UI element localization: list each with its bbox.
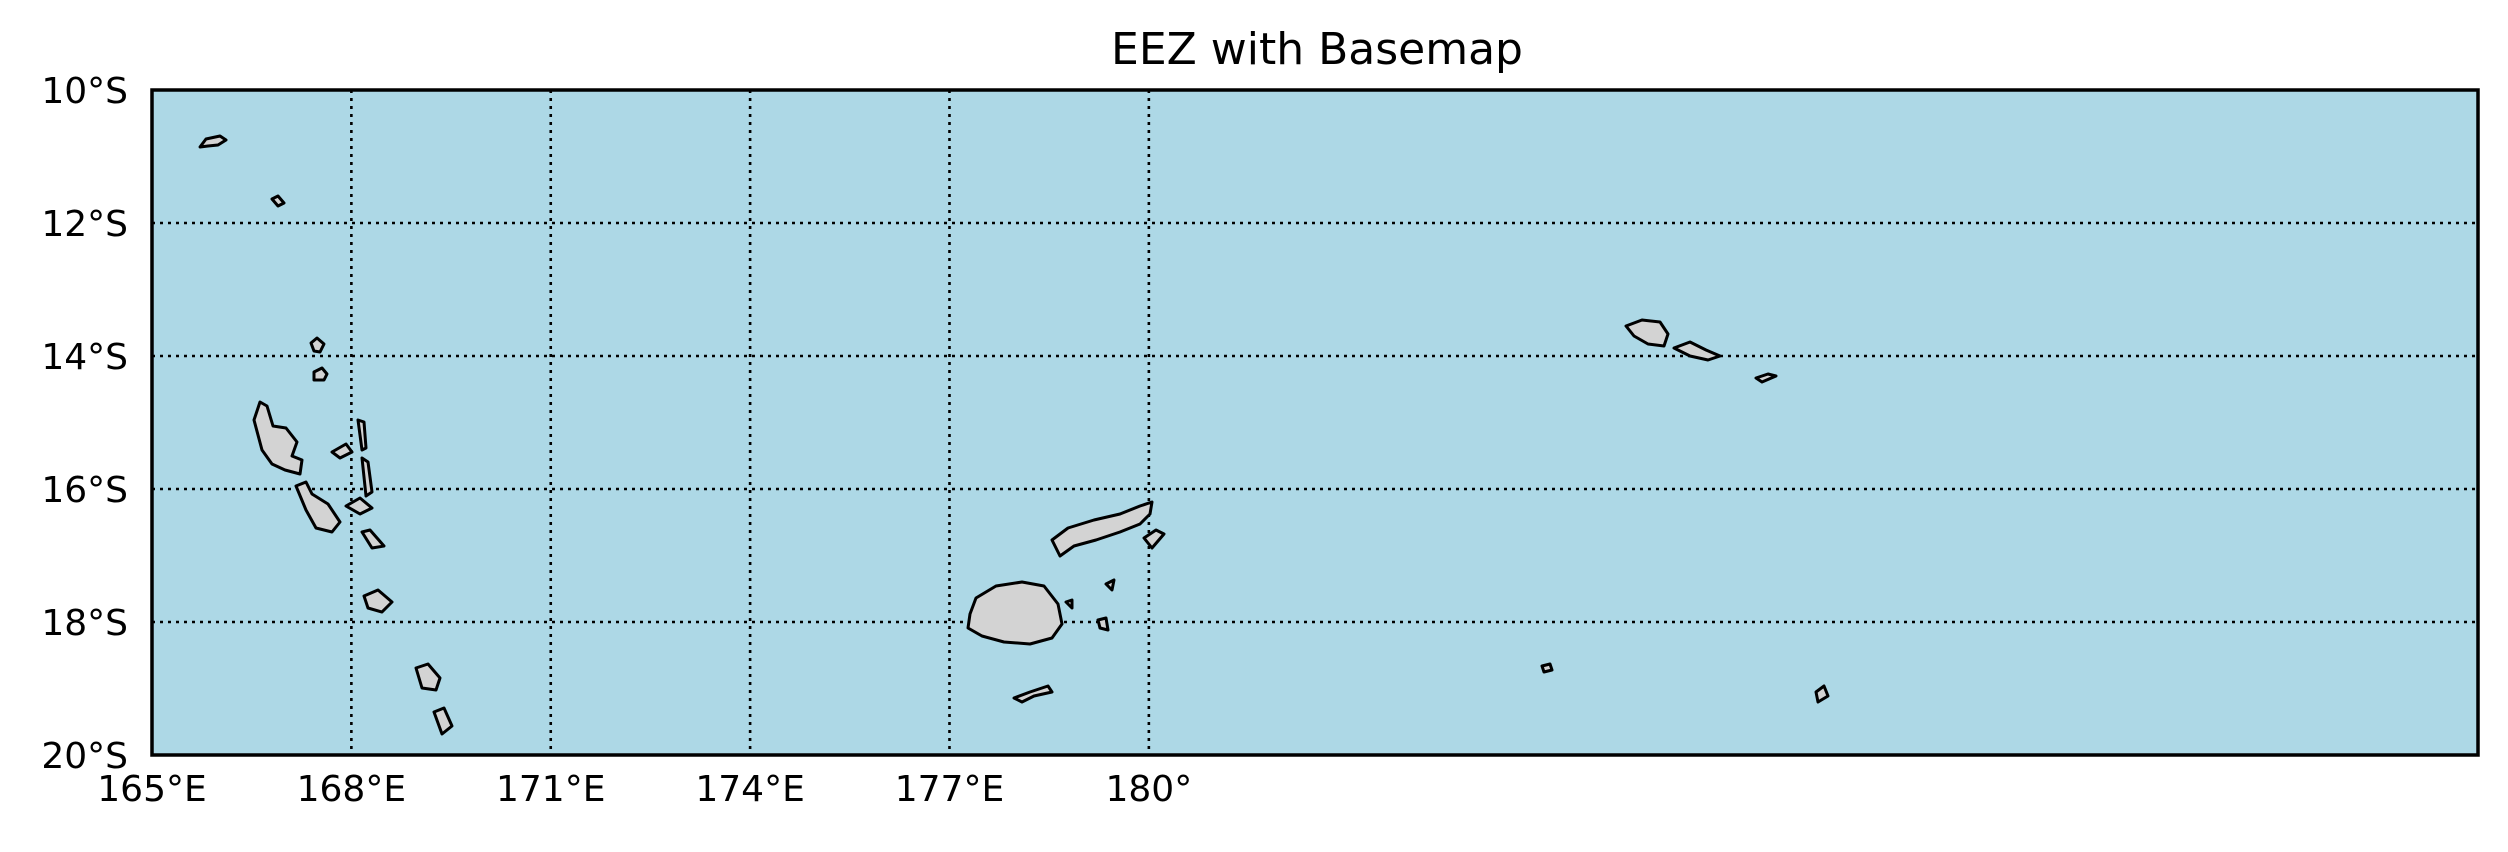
island-north-1 [198,134,228,149]
island-viti-levu [966,580,1064,646]
island-erromango [414,662,442,692]
longitude-label: 180° [1105,769,1192,810]
island-espiritu-santo [252,400,304,476]
island-tanna [432,706,454,736]
island-vanua-levu [1050,500,1154,558]
island-tonga-2 [1814,684,1830,704]
longitude-label: 174°E [695,769,804,810]
island-lau-south [1096,616,1110,632]
island-ambrym [344,496,374,516]
island-tutuila [1754,372,1778,384]
latitude-label: 12°S [41,204,128,245]
island-torres [309,336,326,354]
longitude-label: 177°E [895,769,1004,810]
island-efate [362,588,394,614]
island-kadavu [1012,684,1054,704]
longitude-label: 165°E [97,769,206,810]
graticule [152,90,2478,755]
longitude-label: 168°E [297,769,406,810]
island-ambae [330,442,354,460]
landmasses [198,134,1830,736]
map-title: EEZ with Basemap [1111,24,1523,75]
island-tonga-1 [1540,662,1554,674]
ocean-background [152,90,2478,755]
latitude-label: 16°S [41,470,128,511]
latitude-label: 10°S [41,71,128,112]
island-epi [360,528,386,550]
latitude-label: 20°S [41,736,128,777]
longitude-labels: 165°E 168°E 171°E 174°E 177°E 180° [97,769,1192,810]
island-upolu [1672,340,1722,362]
island-koro [1064,598,1074,610]
longitude-label: 171°E [496,769,605,810]
island-pentecost [360,456,374,498]
latitude-labels: 10°S 12°S 14°S 16°S 18°S 20°S [41,71,128,777]
island-maewo [356,418,368,452]
island-savaii [1624,318,1670,348]
map-frame [150,88,2480,757]
latitude-label: 18°S [41,603,128,644]
latitude-label: 14°S [41,337,128,378]
island-north-2 [270,194,286,208]
island-banks [312,366,329,382]
island-taveuni [1142,528,1166,550]
island-malekula [294,480,342,534]
island-lau-north [1104,578,1116,592]
